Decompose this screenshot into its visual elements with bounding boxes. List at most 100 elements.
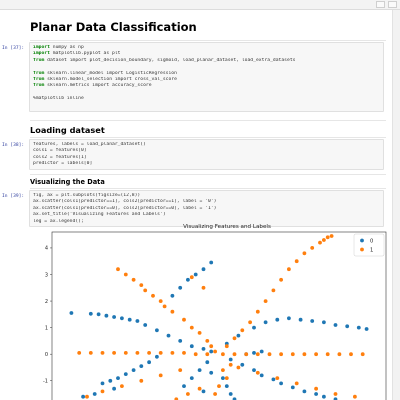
- plot-axes: [51, 231, 387, 400]
- scatter-point-series-0: [100, 381, 105, 386]
- scatter-point-series-0: [155, 354, 159, 359]
- notebook-area: Planar Data Classification In [37]: impo…: [0, 10, 392, 400]
- code-text: ax.scatter(cols1[predictor==1], cols2[pr…: [33, 199, 217, 205]
- collapse-icon[interactable]: [376, 1, 385, 8]
- scatter-point-series-1: [77, 351, 82, 355]
- scatter-point-series-1: [337, 352, 342, 357]
- scatter-point-series-0: [221, 376, 225, 380]
- scatter-point-series-1: [232, 336, 237, 341]
- code-line: from sklearn.model_selection import cros…: [33, 77, 380, 83]
- code-text: fig, ax = plt.subplots(figsize=(12,8)): [33, 193, 141, 198]
- notebook-title: Planar Data Classification: [30, 20, 197, 34]
- scatter-point-series-0: [209, 349, 214, 354]
- scatter-point-series-1: [248, 320, 253, 325]
- code-text: leg = ax.legend();: [33, 218, 84, 224]
- scatter-point-series-1: [224, 344, 229, 349]
- scatter-point-series-0: [224, 384, 229, 388]
- scatter-point-series-0: [209, 370, 214, 375]
- code-keyword: import: [33, 45, 50, 50]
- scatter-point-series-1: [116, 267, 120, 272]
- scatter-point-series-0: [228, 392, 233, 396]
- scatter-point-series-1: [189, 275, 194, 280]
- scatter-point-series-1: [221, 352, 225, 357]
- code-editor[interactable]: import numpy as np import matplotlib.pypl…: [29, 42, 384, 112]
- scatter-point-series-1: [294, 381, 299, 386]
- scatter-point-series-1: [158, 351, 163, 355]
- scatter-point-series-1: [123, 272, 128, 277]
- scatter-point-series-1: [329, 234, 334, 238]
- scatter-point-series-0: [275, 317, 280, 322]
- scatter-point-series-1: [244, 352, 249, 357]
- code-keyword: from: [33, 57, 45, 63]
- code-line: features, labels = load_planar_dataset(): [33, 142, 380, 148]
- scatter-point-series-1: [279, 352, 283, 357]
- scatter-point-series-1: [314, 386, 318, 391]
- code-text: features, labels = load_planar_dataset(): [33, 142, 146, 147]
- scatter-point-series-1: [88, 351, 93, 355]
- code-line: cols2 = features[1]: [33, 155, 380, 161]
- scatter-point-series-1: [290, 352, 295, 357]
- code-editor[interactable]: fig, ax = plt.subplots(figsize=(12,8)) ax…: [29, 190, 384, 227]
- code-line: ax.set_title('Visualizing Features and L…: [33, 212, 380, 218]
- code-text: sklearn.metrics import accuracy_score: [44, 83, 152, 89]
- code-text: cols1 = features[0]: [33, 148, 87, 154]
- scatter-point-series-0: [201, 267, 206, 272]
- scatter-point-series-0: [209, 260, 214, 265]
- code-text: numpy as np: [49, 45, 84, 50]
- code-text: sklearn.linear_model import LogisticRegr…: [44, 70, 177, 76]
- code-cell-plot[interactable]: In [39]: fig, ax = plt.subplots(figsize=…: [0, 190, 388, 227]
- legend-label-0: 0: [370, 239, 373, 245]
- scatter-point-series-0: [96, 312, 101, 317]
- scatter-point-series-0: [178, 285, 183, 290]
- scatter-point-series-1: [240, 328, 245, 333]
- scatter-point-series-0: [127, 317, 132, 322]
- code-line: import numpy as np: [33, 45, 380, 51]
- scatter-point-series-1: [205, 352, 210, 357]
- divider: [30, 40, 386, 41]
- chart-legend: 0 1: [353, 233, 385, 257]
- code-cell-imports[interactable]: In [37]: import numpy as np import matplo…: [0, 42, 388, 112]
- scatter-point-series-1: [209, 344, 214, 349]
- scatter-point-series-1: [275, 376, 280, 380]
- code-editor[interactable]: features, labels = load_planar_dataset()…: [29, 139, 384, 170]
- vertical-scrollbar[interactable]: [392, 10, 400, 400]
- scatter-point-series-0: [232, 397, 237, 400]
- scatter-point-series-1: [158, 373, 163, 378]
- scatter-point-series-1: [112, 351, 116, 355]
- scatter-point-series-0: [333, 397, 338, 400]
- scatter-point-series-1: [182, 317, 186, 322]
- scatter-point-series-0: [116, 376, 120, 380]
- scatter-point-series-1: [232, 352, 237, 357]
- scatter-point-series-0: [189, 344, 194, 349]
- code-cell-load[interactable]: In [38]: features, labels = load_planar_…: [0, 139, 388, 170]
- scatter-point-series-1: [314, 352, 318, 357]
- scatter-point-series-0: [298, 317, 303, 322]
- scatter-point-series-0: [120, 316, 124, 321]
- code-line: from dataset import plot_decision_bounda…: [33, 58, 380, 64]
- scatter-point-series-1: [217, 384, 221, 388]
- series-1-points: [77, 234, 365, 400]
- scatter-point-series-0: [205, 360, 210, 365]
- expand-icon[interactable]: [388, 1, 397, 8]
- scatter-point-series-0: [201, 347, 206, 351]
- scatter-point-series-1: [147, 351, 151, 355]
- scatter-point-series-0: [240, 362, 245, 367]
- scatter-point-series-0: [112, 386, 116, 391]
- scatter-point-series-0: [279, 381, 283, 386]
- scatter-point-series-1: [263, 299, 268, 303]
- scatter-point-series-1: [221, 368, 225, 372]
- scatter-point-series-0: [131, 368, 136, 372]
- scatter-point-series-0: [252, 325, 256, 330]
- code-line: import matplotlib.pyplot as plt: [33, 51, 380, 57]
- scatter-point-series-1: [228, 362, 233, 367]
- code-line: fig, ax = plt.subplots(figsize=(12,8)): [33, 193, 380, 199]
- code-line: ax.scatter(cols1[predictor==1], cols2[pr…: [33, 199, 380, 205]
- divider: [30, 188, 386, 189]
- section-heading-visualizing: Visualizing the Data: [30, 178, 105, 186]
- code-text: cols2 = features[1]: [33, 154, 87, 160]
- scatter-point-series-0: [252, 368, 256, 372]
- scatter-point-series-1: [205, 339, 210, 343]
- section-heading-loading: Loading dataset: [30, 125, 105, 135]
- code-line: from sklearn.metrics import accuracy_sco…: [33, 83, 380, 89]
- code-line: leg = ax.legend();: [33, 219, 380, 225]
